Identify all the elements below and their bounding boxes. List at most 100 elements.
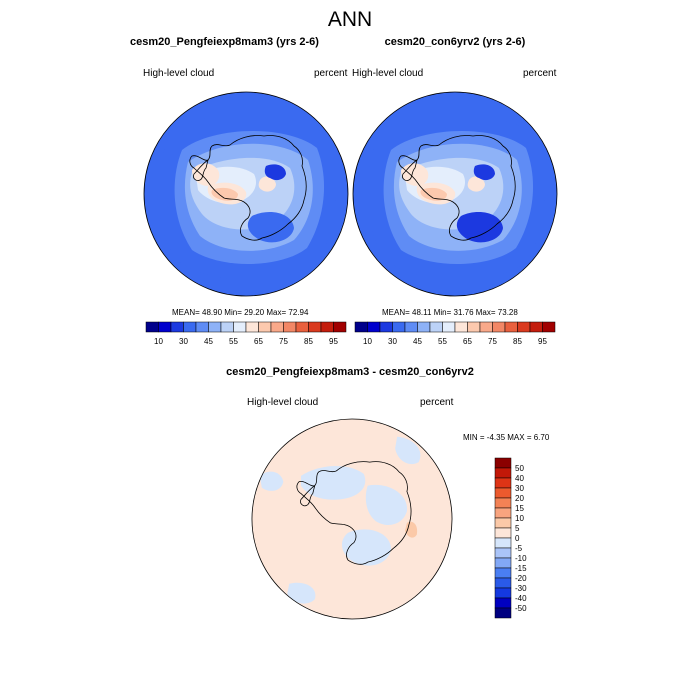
- panel-1-colorbar-tick-label: 45: [204, 337, 213, 346]
- panel-1-contour-region-10: [264, 164, 286, 181]
- diff-colorbar-tick-label: 15: [515, 504, 524, 513]
- panel-1-polar-map: [143, 91, 349, 297]
- diff-colorbar-box: [494, 607, 512, 619]
- panel-2-left-label: High-level cloud: [352, 68, 424, 79]
- panel-1-colorbar-box: [233, 321, 247, 333]
- panel-2-field: [353, 92, 557, 296]
- diff-panel-contour-region-2: [341, 529, 392, 566]
- diff-panel-peninsula: [300, 484, 316, 507]
- panel-1-contour-region-7: [211, 187, 238, 201]
- panel-1-map-border: [143, 91, 349, 297]
- panel-1-colorbar-box: [320, 321, 334, 333]
- diff-min-value: -4.35: [486, 433, 506, 442]
- diff-colorbar-box: [494, 487, 512, 499]
- panel-2-colorbar-box: [429, 321, 443, 333]
- panel-2-colorbar-tick-label: 75: [488, 337, 497, 346]
- panel-2-polar-map: [352, 91, 558, 297]
- panel-2-colorbar-box: [454, 321, 468, 333]
- panel-1-colorbar-box: [195, 321, 209, 333]
- diff-colorbar-box: [494, 587, 512, 599]
- panel-1-contour-region-9: [247, 212, 294, 243]
- panel-2-min-value: 31.76: [453, 308, 474, 317]
- panel-1-right-label: percent: [314, 68, 348, 79]
- diff-colorbar-box: [494, 527, 512, 539]
- diff-panel-contour-region-5: [287, 582, 316, 604]
- diff-colorbar-tick-label: 30: [515, 484, 524, 493]
- diff-colorbar-tick-label: -40: [515, 594, 527, 603]
- panel-2-mean-value: 48.11: [412, 308, 432, 317]
- diff-colorbar-tick-label: -50: [515, 604, 527, 613]
- diff-colorbar-tick-label: -20: [515, 574, 527, 583]
- panel-2-colorbar-tick-label: 65: [463, 337, 472, 346]
- panel-2-colorbar: 10 30 45 55 65 75 85 95: [354, 321, 556, 346]
- diff-panel-right-label: percent: [420, 397, 454, 408]
- panel-2-colorbar-tick-label: 30: [388, 337, 397, 346]
- diff-colorbar-tick-label: 20: [515, 494, 524, 503]
- panel-1-colorbar-box: [220, 321, 234, 333]
- panel-1-title: cesm20_Pengfeiexp8mam3 (yrs 2-6): [130, 36, 319, 48]
- panel-2-peninsula: [402, 159, 418, 181]
- panel-2-coastline: [398, 135, 516, 241]
- panel-2-max-label: Max=: [475, 308, 496, 317]
- panel-2-max-value: 73.28: [497, 308, 518, 317]
- diff-colorbar-box: [494, 457, 512, 469]
- diff-colorbar-box: [494, 517, 512, 529]
- diff-panel-polar-map: [251, 418, 453, 620]
- diff-max-value: 6.70: [533, 433, 550, 442]
- diff-max-label: MAX =: [507, 433, 532, 442]
- panel-1-colorbar-box: [258, 321, 272, 333]
- panel-1-colorbar-box: [183, 321, 197, 333]
- panel-1-mean-label: MEAN=: [172, 308, 200, 317]
- panel-1-colorbar-tick-label: 95: [329, 337, 338, 346]
- panel-1-colorbar-tick-label: 10: [154, 337, 163, 346]
- diff-panel-contour-region-6: [404, 521, 418, 538]
- diff-colorbar-box: [494, 567, 512, 579]
- panel-1-colorbar-box: [158, 321, 172, 333]
- panel-2-contour-region-8: [467, 176, 485, 192]
- panel-1-colorbar-box: [308, 321, 322, 333]
- panel-1-contour-region-8: [258, 176, 276, 192]
- panel-1-colorbar-tick-label: 65: [254, 337, 263, 346]
- panel-2-colorbar-box: [417, 321, 431, 333]
- panel-1-mean-value: 48.90: [202, 308, 223, 317]
- panel-1-colorbar-box: [283, 321, 297, 333]
- panel-2-colorbar-box: [379, 321, 393, 333]
- panel-2-contour-region-7: [420, 187, 447, 201]
- panel-1-colorbar-tick-label: 30: [179, 337, 188, 346]
- panel-1-stats: MEAN= 48.90 Min= 29.20 Max= 72.94: [172, 308, 308, 317]
- diff-colorbar-tick-label: 40: [515, 474, 524, 483]
- panel-2-colorbar-box: [467, 321, 481, 333]
- panel-1-max-label: Max=: [266, 308, 287, 317]
- panel-1-colorbar-box: [270, 321, 284, 333]
- diff-panel-field: [251, 418, 453, 620]
- panel-2-colorbar-tick-label: 95: [538, 337, 547, 346]
- panel-2-right-label: percent: [523, 68, 557, 79]
- diff-colorbar-box: [494, 547, 512, 559]
- diff-colorbar-tick-label: -15: [515, 564, 527, 573]
- panel-2-colorbar-box: [492, 321, 506, 333]
- diff-colorbar-box: [494, 597, 512, 609]
- panel-1-colorbar-box: [170, 321, 184, 333]
- diff-colorbar-tick-label: -10: [515, 554, 527, 563]
- panel-2-contour-region-10: [473, 164, 495, 181]
- panel-2-mean-label: MEAN=: [382, 308, 410, 317]
- diff-colorbar-tick-label: 10: [515, 514, 524, 523]
- diff-panel-contour-region-3: [259, 471, 284, 491]
- panel-2-colorbar-box: [404, 321, 418, 333]
- diff-panel-base-field: [251, 418, 453, 620]
- panel-1-max-value: 72.94: [288, 308, 309, 317]
- panel-2-title: cesm20_con6yrv2 (yrs 2-6): [384, 36, 526, 48]
- main-title: ANN: [327, 8, 373, 31]
- panel-1-colorbar-box: [208, 321, 222, 333]
- panel-1-left-label: High-level cloud: [143, 68, 215, 79]
- panel-2-stats: MEAN= 48.11 Min= 31.76 Max= 73.28: [382, 308, 518, 317]
- panel-2-colorbar-box: [517, 321, 531, 333]
- diff-panel-stats: MIN = -4.35 MAX = 6.70: [463, 433, 549, 442]
- diff-colorbar-box: [494, 477, 512, 489]
- panel-1-colorbar-tick-label: 55: [229, 337, 238, 346]
- diff-colorbar-tick-label: -5: [515, 544, 523, 553]
- panel-1-colorbar-box: [145, 321, 159, 333]
- diff-colorbar-box: [494, 467, 512, 479]
- panel-2-contour-region-9: [456, 212, 503, 243]
